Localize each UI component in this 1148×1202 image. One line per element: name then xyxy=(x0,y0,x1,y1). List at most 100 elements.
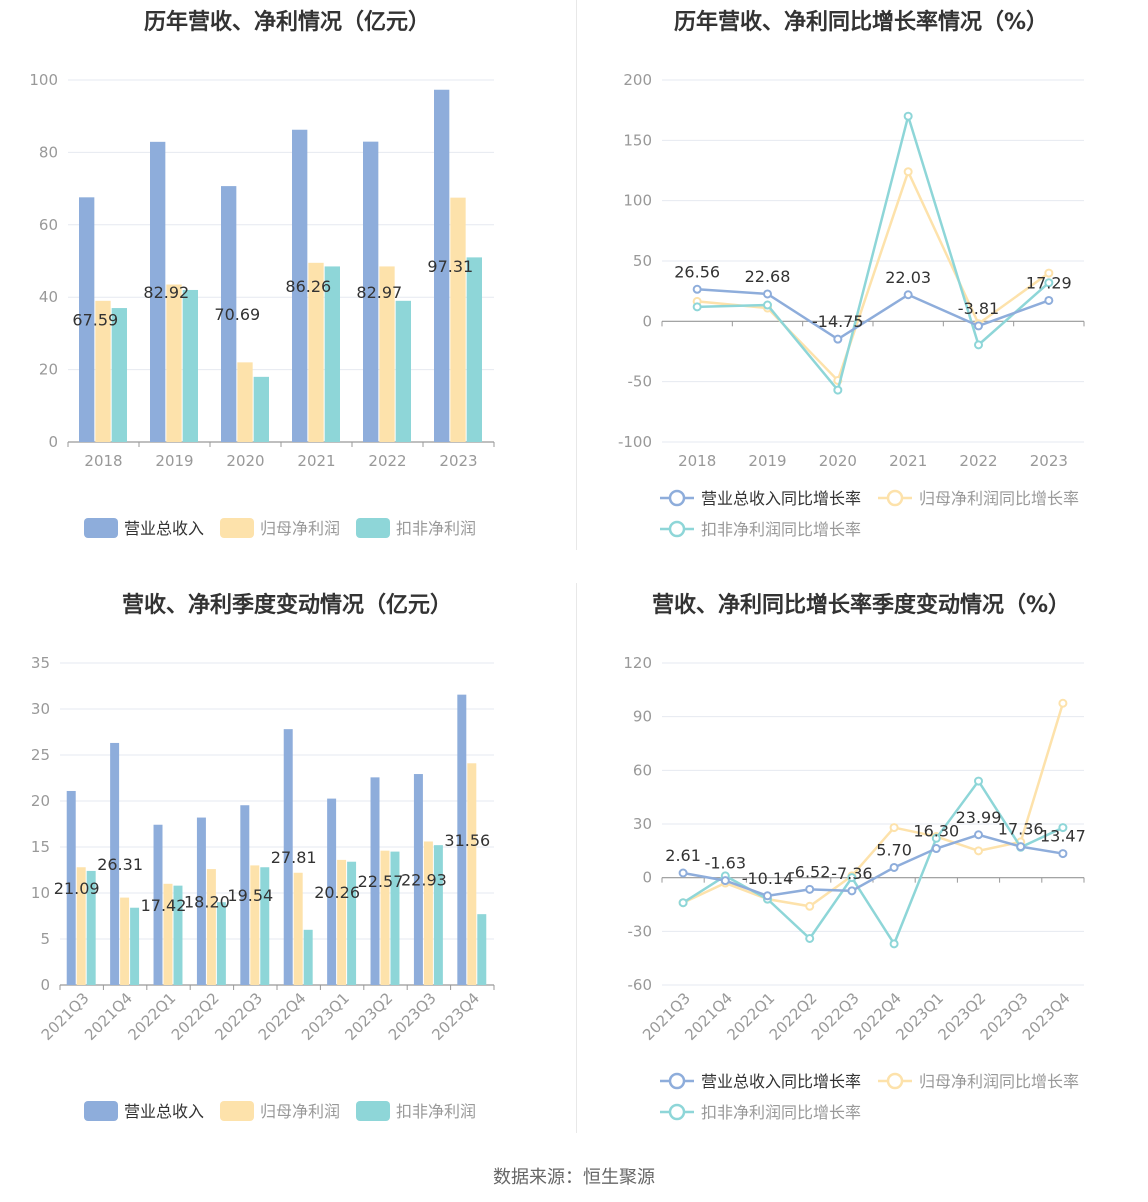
legend-label: 归母净利润同比增长率 xyxy=(919,489,1079,508)
bar-2020-s1 xyxy=(237,362,253,442)
bar-2023Q2-s1 xyxy=(380,850,390,985)
legend-swatch xyxy=(84,518,118,538)
legend-marker xyxy=(886,1072,904,1090)
line-point xyxy=(889,939,899,949)
line-point xyxy=(974,776,983,786)
bar-2023Q2-s2 xyxy=(390,851,400,985)
line-point xyxy=(1044,268,1054,278)
legend-label: 营业总收入 xyxy=(124,1102,204,1121)
line-point xyxy=(805,884,815,894)
line-point xyxy=(889,823,899,833)
y-tick-label: -30 xyxy=(628,922,653,940)
legend-marker xyxy=(668,489,686,507)
y-tick-label: 10 xyxy=(31,884,50,902)
bar-2022Q3-s2 xyxy=(260,867,270,985)
legend-swatch xyxy=(220,518,254,538)
data-source-note: 数据来源：恒生聚源 xyxy=(493,1167,655,1188)
bar-data-label: 22.93 xyxy=(401,871,447,890)
bar-2022Q2-s2 xyxy=(216,902,226,985)
x-tick-label: 2022 xyxy=(368,452,406,470)
bar-2022Q1-s0 xyxy=(153,824,163,985)
bar-data-label: 82.92 xyxy=(143,283,189,302)
x-tick-label: 2018 xyxy=(84,452,122,470)
legend-label: 扣非净利润 xyxy=(396,1102,476,1121)
legend-label: 营业总收入同比增长率 xyxy=(701,1072,861,1091)
legend-label: 归母净利润 xyxy=(260,519,340,538)
bar-2022Q4-s2 xyxy=(303,929,313,985)
chart-title: 营收、净利同比增长率季度变动情况（%） xyxy=(651,593,1071,618)
line-point xyxy=(763,300,772,310)
line-data-label: 13.47 xyxy=(1040,827,1086,846)
x-tick-label: 2021 xyxy=(297,452,335,470)
bar-2018-s0 xyxy=(79,197,95,442)
legend-label: 扣非净利润同比增长率 xyxy=(701,520,861,539)
y-tick-label: -100 xyxy=(618,433,652,451)
bar-2023Q1-s1 xyxy=(337,859,347,985)
bar-2022-s0 xyxy=(363,141,379,442)
bar-2021-s1 xyxy=(308,262,324,442)
y-tick-label: -60 xyxy=(628,976,653,994)
bar-2021-s2 xyxy=(324,266,340,442)
legend-swatch xyxy=(356,518,390,538)
legend-marker xyxy=(668,520,686,538)
line-point xyxy=(889,862,899,872)
bar-2019-s1 xyxy=(166,284,182,442)
y-tick-label: 0 xyxy=(40,976,50,994)
line-point xyxy=(805,933,815,943)
line-data-label: 17.29 xyxy=(1026,273,1072,292)
annual-growth-panel: 历年营收、净利同比增长率情况（%） -100 -50 0 50 100 150 200 201… xyxy=(574,0,1148,560)
bar-2021Q3-s2 xyxy=(86,870,96,985)
line-point xyxy=(1044,295,1054,305)
line-point xyxy=(1044,278,1054,288)
y-tick-label: 40 xyxy=(39,288,58,306)
bar-data-label: 26.31 xyxy=(97,855,143,874)
legend-label: 营业总收入 xyxy=(124,519,204,538)
line-point xyxy=(678,898,688,908)
legend-label: 归母净利润同比增长率 xyxy=(919,1072,1079,1091)
y-tick-label: 150 xyxy=(623,131,652,149)
line-point xyxy=(1058,698,1068,708)
bar-2021Q3-s1 xyxy=(76,867,86,985)
line-point xyxy=(903,167,913,177)
x-tick-label: 2019 xyxy=(155,452,193,470)
y-tick-label: 30 xyxy=(31,700,50,718)
bar-2022Q3-s0 xyxy=(240,805,250,985)
bar-data-label: 97.31 xyxy=(427,257,473,276)
legend-label: 扣非净利润同比增长率 xyxy=(701,1103,861,1122)
bar-2022Q1-s1 xyxy=(163,883,173,985)
line-point xyxy=(763,891,772,901)
bar-2023Q4-s1 xyxy=(467,763,477,985)
y-tick-label: 35 xyxy=(31,654,50,672)
bar-2023Q4-s0 xyxy=(457,694,467,985)
quarterly-growth-chart: -60-3003060901202021Q32021Q42022Q12022Q2… xyxy=(623,654,1086,1122)
bar-data-label: 70.69 xyxy=(214,305,260,324)
y-tick-label: 80 xyxy=(39,143,58,161)
legend-swatch xyxy=(356,1101,390,1121)
x-tick-label: 2020 xyxy=(819,452,857,470)
series-line-2 xyxy=(697,111,1050,393)
bar-data-label: 86.26 xyxy=(285,277,331,296)
line-point xyxy=(692,302,702,312)
bar-data-label: 27.81 xyxy=(271,848,317,867)
line-point xyxy=(1058,849,1068,859)
series-line-1 xyxy=(682,702,1065,908)
series-line-0 xyxy=(697,288,1050,341)
line-point xyxy=(974,846,983,856)
line-point xyxy=(847,886,857,896)
line-point xyxy=(692,284,702,294)
bar-2022Q1-s2 xyxy=(173,885,183,985)
bar-data-label: 22.57 xyxy=(358,872,404,891)
quarterly-bar-panel: 营收、净利季度变动情况（亿元） 0 5 10 15 20 25 30 35 2021Q3 2021… xyxy=(0,583,574,1153)
line-data-label: -3.81 xyxy=(958,299,999,318)
bar-2023-s0 xyxy=(434,89,450,443)
series-line-0 xyxy=(682,833,1064,898)
bar-data-label: 82.97 xyxy=(356,283,402,302)
bar-data-label: 31.56 xyxy=(444,831,490,850)
bar-2023-s1 xyxy=(450,197,466,442)
y-tick-label: 200 xyxy=(623,71,652,89)
legend-swatch xyxy=(220,1101,254,1121)
bar-data-label: 67.59 xyxy=(72,311,118,330)
y-tick-label: 60 xyxy=(633,761,652,779)
line-data-label: 16.30 xyxy=(913,822,959,841)
line-data-label: -7.36 xyxy=(831,864,872,883)
